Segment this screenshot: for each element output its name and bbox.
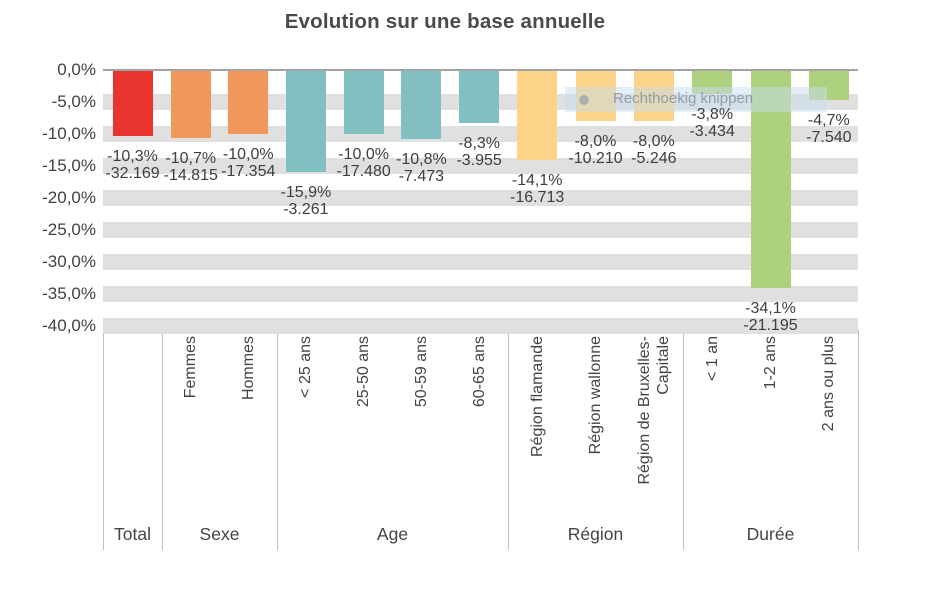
category-label: 2 ans ou plus <box>820 336 838 432</box>
bar-value-label: -4,7% -7.540 <box>806 112 852 147</box>
bar-value-label: -8,3% -3.955 <box>456 135 502 170</box>
category-label: < 1 an <box>703 336 721 381</box>
group-separator <box>162 330 163 550</box>
chart-title: Evolution sur une base annuelle <box>284 10 606 33</box>
y-tick-label: -10,0% <box>42 124 96 143</box>
group-label: Région <box>567 524 624 544</box>
group-separator <box>683 330 684 550</box>
y-tick-label: -20,0% <box>42 188 96 207</box>
bar-value-label: -10,3% -32.169 <box>105 147 160 182</box>
y-tick-label: -5,0% <box>51 92 96 111</box>
grid-band <box>103 286 858 302</box>
bar-value-label: -8,0% -10.210 <box>568 133 623 168</box>
category-label: Hommes <box>239 336 257 401</box>
category-label: Femmes <box>182 336 200 399</box>
category-label: 50-59 ans <box>412 336 430 408</box>
bar-value-label: -15,9% -3.261 <box>280 183 332 218</box>
group-separator <box>858 330 859 550</box>
snip-overlay-label: Rechthoekig knippen <box>613 90 754 107</box>
zero-baseline <box>103 69 858 71</box>
snip-overlay: Rechthoekig knippen <box>565 87 827 112</box>
y-tick-label: -35,0% <box>42 284 96 303</box>
y-tick-label: -15,0% <box>42 156 96 175</box>
category-label: 60-65 ans <box>470 336 488 408</box>
bar-value-label: -10,0% -17.480 <box>336 146 391 180</box>
group-label: Sexe <box>199 524 240 544</box>
y-tick-label: 0,0% <box>57 60 96 79</box>
bar-value-label: -10,0% -17.354 <box>221 146 276 180</box>
y-tick-label: -30,0% <box>42 252 96 271</box>
category-label: Région flamande <box>528 336 546 457</box>
category-label: Région de Bruxelles- Capitale <box>635 336 672 485</box>
grid-band <box>103 222 858 238</box>
bar-value-label: -10,7% -14.815 <box>163 150 218 185</box>
y-tick-label: -40,0% <box>42 316 96 335</box>
bar-value-label: -14,1% -16.713 <box>510 172 565 207</box>
category-label: 25-50 ans <box>355 336 373 408</box>
bar <box>170 70 211 139</box>
bar <box>517 70 558 161</box>
bar <box>459 70 500 124</box>
group-label: Total <box>114 524 151 544</box>
bar-value-label: -8,0% -5.246 <box>631 133 677 168</box>
bar <box>285 70 326 172</box>
grid-band <box>103 254 858 270</box>
group-label: Durée <box>746 524 795 544</box>
y-tick-label: -25,0% <box>42 220 96 239</box>
bar <box>343 70 384 134</box>
snip-dot-icon <box>579 95 589 105</box>
bar <box>228 70 269 134</box>
bar <box>112 70 153 136</box>
group-separator <box>508 330 509 550</box>
group-label: Age <box>376 524 409 544</box>
bar <box>401 70 442 140</box>
category-label: 1-2 ans <box>762 336 779 390</box>
bar-value-label: -3,8% -3.434 <box>689 106 735 141</box>
group-separator <box>277 330 278 550</box>
bar-value-label: -34,1% -21.195 <box>743 300 798 335</box>
category-label: < 25 ans <box>297 336 315 398</box>
bar-value-label: -10,8% -7.473 <box>396 151 447 186</box>
grid-band <box>103 318 858 334</box>
group-separator <box>103 330 104 550</box>
category-label: Région wallonne <box>587 336 604 455</box>
grid-band <box>103 190 858 206</box>
